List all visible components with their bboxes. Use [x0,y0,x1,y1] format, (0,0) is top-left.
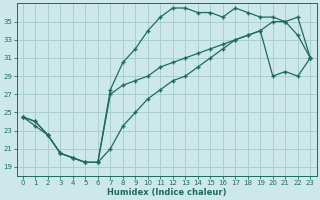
X-axis label: Humidex (Indice chaleur): Humidex (Indice chaleur) [107,188,226,197]
